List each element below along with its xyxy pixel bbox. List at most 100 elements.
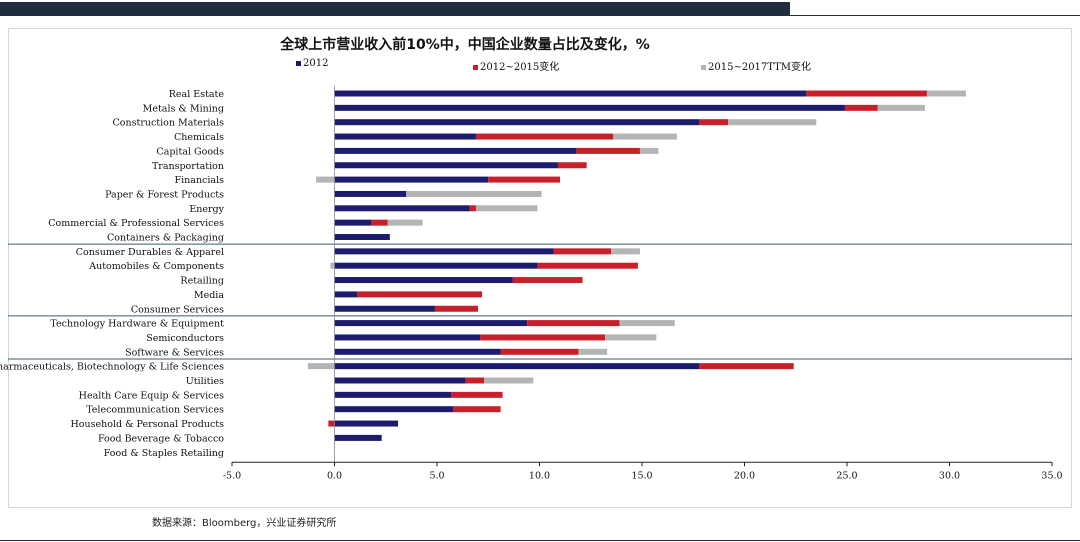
category-label-pharmaceuticals-biotechnology-life-sciences: Pharmaceuticals, Biotechnology & Life Sc… (0, 362, 224, 373)
bar-energy-series-3 (475, 205, 538, 212)
chart-frame (8, 28, 1072, 508)
bar-software-services-series-3 (578, 348, 608, 355)
bar-automobiles-components-series-3 (330, 262, 335, 269)
bar-pharmaceuticals-biotechnology-life-sciences-series-2 (699, 363, 794, 370)
x-tick-label: 10.0 (529, 470, 550, 481)
category-label-real-estate: Real Estate (169, 89, 225, 100)
bar-media-series-1 (334, 291, 358, 298)
bar-utilities-series-3 (484, 377, 534, 384)
x-tick-label: 15.0 (631, 470, 652, 481)
bar-media-series-2 (357, 291, 483, 298)
bar-metals-mining-series-2 (844, 104, 878, 111)
legend-swatch-2015-2017 (701, 65, 706, 70)
bar-software-services-series-2 (500, 348, 579, 355)
bar-construction-materials-series-1 (334, 119, 700, 126)
bar-pharmaceuticals-biotechnology-life-sciences-series-1 (334, 363, 700, 370)
category-label-consumer-durables-apparel: Consumer Durables & Apparel (76, 247, 224, 258)
bar-metals-mining-series-1 (334, 104, 845, 111)
x-tick-label: 5.0 (429, 470, 444, 481)
category-label-telecommunication-services: Telecommunication Services (86, 405, 224, 416)
legend-item-2015-2017: 2015~2017TTM变化 (701, 58, 811, 73)
bar-energy-series-2 (469, 205, 476, 212)
bar-commercial-professional-services-series-2 (371, 219, 388, 226)
bar-consumer-durables-apparel-series-3 (611, 248, 640, 255)
category-label-media: Media (194, 290, 224, 301)
category-label-software-services: Software & Services (125, 347, 224, 358)
category-label-food-staples-retailing: Food & Staples Retailing (104, 448, 224, 459)
bar-chemicals-series-2 (475, 133, 614, 140)
bar-financials-series-1 (334, 176, 489, 183)
category-label-metals-mining: Metals & Mining (143, 103, 224, 114)
legend-item-2012: 2012 (296, 58, 328, 69)
bar-financials-series-3 (316, 176, 335, 183)
bar-software-services-series-1 (334, 348, 501, 355)
bar-containers-packaging-series-1 (334, 234, 390, 240)
category-label-retailing: Retailing (180, 276, 224, 287)
category-label-household-personal-products: Household & Personal Products (70, 419, 224, 430)
bar-construction-materials-series-3 (728, 119, 817, 126)
bar-consumer-durables-apparel-series-1 (334, 248, 554, 255)
legend-label-2015-2017: 2015~2017TTM变化 (708, 62, 812, 73)
bar-consumer-services-series-2 (434, 305, 478, 312)
bar-telecommunication-services-series-1 (334, 406, 454, 413)
bar-capital-goods-series-2 (576, 147, 640, 154)
bar-technology-hardware-equipment-series-1 (334, 320, 528, 327)
x-tick-label: 25.0 (836, 470, 857, 481)
bar-financials-series-2 (488, 176, 560, 183)
bar-automobiles-components-series-1 (334, 262, 538, 269)
bar-paper-forest-products-series-1 (334, 190, 407, 197)
category-label-construction-materials: Construction Materials (113, 118, 225, 129)
category-label-semiconductors: Semiconductors (146, 333, 224, 344)
x-tick-label: 20.0 (734, 470, 755, 481)
bar-construction-materials-series-2 (699, 119, 729, 126)
x-tick-label: 35.0 (1041, 470, 1062, 481)
footer-rule (0, 540, 1080, 541)
bar-retailing-series-2 (512, 277, 583, 284)
legend-swatch-2012 (296, 61, 301, 66)
bar-semiconductors-series-2 (480, 334, 606, 341)
x-tick-label: -5.0 (223, 470, 241, 481)
chart-title: 全球上市营业收入前10%中，中国企业数量占比及变化，% (280, 37, 650, 53)
x-tick-label: 0.0 (327, 470, 342, 481)
bar-health-care-equip-services-series-1 (334, 391, 452, 398)
bar-transportation-series-1 (334, 162, 558, 169)
bar-food-beverage-tobacco-series-1 (334, 434, 382, 441)
category-label-energy: Energy (189, 204, 224, 215)
header-rule (790, 15, 1080, 16)
category-label-food-beverage-tobacco: Food Beverage & Tobacco (98, 433, 224, 444)
bar-household-personal-products-series-2 (328, 420, 335, 427)
source-note: 数据来源：Bloomberg，兴业证券研究所 (152, 518, 337, 529)
category-label-technology-hardware-equipment: Technology Hardware & Equipment (50, 319, 224, 330)
bar-energy-series-1 (334, 205, 470, 212)
chart-legend: 2012 2012~2015变化 2015~2017TTM变化 (0, 58, 1080, 73)
bar-telecommunication-services-series-2 (453, 406, 501, 413)
category-label-automobiles-components: Automobiles & Components (88, 261, 224, 272)
bar-real-estate-series-3 (926, 90, 966, 97)
category-label-health-care-equip-services: Health Care Equip & Services (79, 390, 224, 401)
bar-retailing-series-1 (334, 277, 513, 284)
x-tick-label: 30.0 (939, 470, 960, 481)
category-label-transportation: Transportation (152, 161, 224, 172)
bar-transportation-series-2 (557, 162, 587, 169)
bar-paper-forest-products-series-3 (406, 190, 542, 197)
bar-pharmaceuticals-biotechnology-life-sciences-series-3 (307, 363, 335, 370)
category-label-containers-packaging: Containers & Packaging (107, 233, 224, 244)
bar-metals-mining-series-3 (877, 104, 925, 111)
bar-real-estate-series-2 (806, 90, 927, 97)
bar-utilities-series-2 (465, 377, 485, 384)
legend-swatch-2012-2015 (473, 65, 478, 70)
bar-consumer-services-series-1 (334, 305, 435, 312)
bar-chemicals-series-3 (613, 133, 677, 140)
category-label-financials: Financials (175, 175, 225, 186)
category-label-consumer-services: Consumer Services (131, 304, 224, 315)
category-label-capital-goods: Capital Goods (156, 146, 224, 157)
legend-label-2012: 2012 (303, 58, 329, 69)
bar-capital-goods-series-1 (334, 147, 577, 154)
bar-commercial-professional-services-series-3 (387, 219, 423, 226)
category-label-utilities: Utilities (186, 376, 224, 387)
bar-capital-goods-series-3 (639, 147, 659, 154)
bar-chemicals-series-1 (334, 133, 476, 140)
bar-health-care-equip-services-series-2 (451, 391, 503, 398)
bar-technology-hardware-equipment-series-2 (527, 320, 620, 327)
